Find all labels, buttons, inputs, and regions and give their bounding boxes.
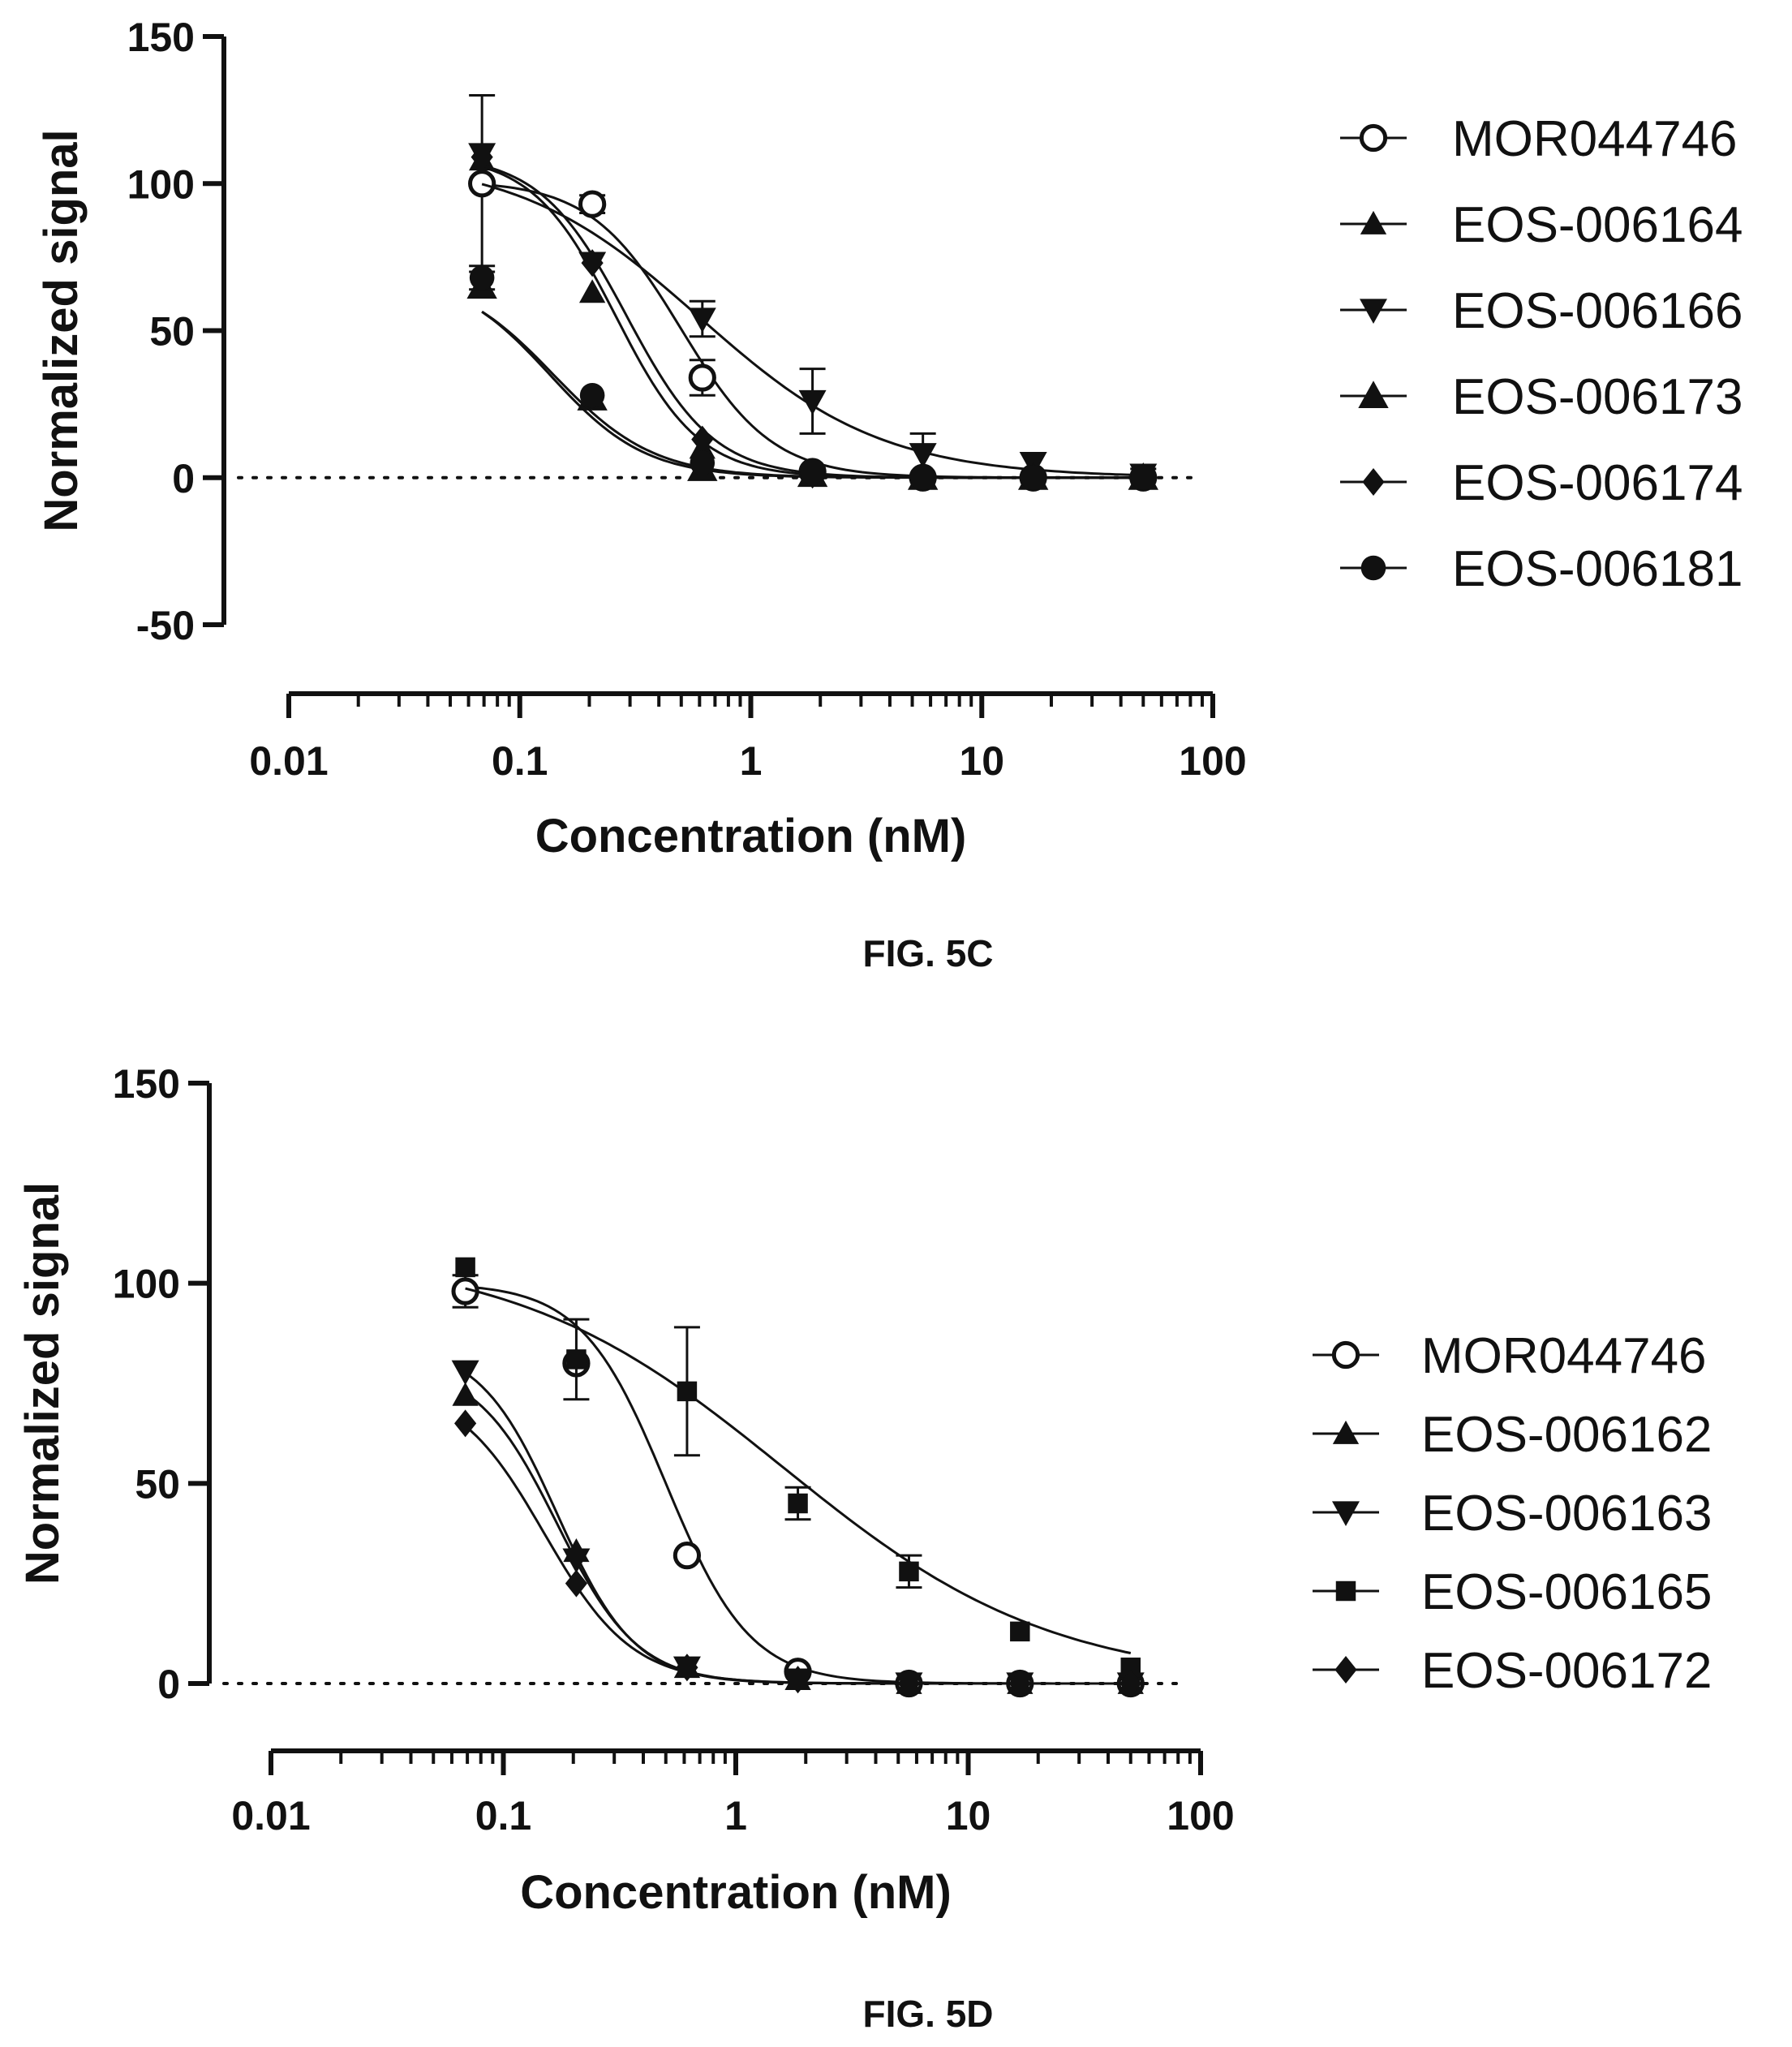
fig5c-legend-label: EOS-006181: [1452, 541, 1743, 597]
fig5d-legend-marker: [1335, 1580, 1356, 1602]
fig5c-legend-label: MOR044746: [1452, 111, 1738, 167]
fig5d-data-point: [788, 1493, 808, 1514]
fig5d-data-point: [786, 1666, 810, 1694]
fig5c-data-point: [578, 190, 607, 218]
fig5c-legend-marker: [1358, 381, 1389, 408]
fig5d-series-eos-006172: [454, 1409, 1142, 1697]
fig5c-data-point: [800, 459, 825, 484]
fig5c-legend-marker: [1360, 210, 1387, 234]
fig5d-x-tick-label: 0.1: [475, 1793, 532, 1838]
fig5d-data-point: [452, 1382, 479, 1406]
fig5c-series-eos-006181: [469, 264, 1156, 491]
fig5c-legend-label: EOS-006166: [1452, 283, 1743, 339]
fig5d-legend-marker: [1332, 1501, 1360, 1526]
fig5c-x-tick-label: 0.01: [249, 738, 328, 784]
fig5d-legend: MOR044746 EOS-006162 EOS-006163 EOS-006165 E…: [1313, 1328, 1712, 1699]
fig5d-legend-label: EOS-006163: [1421, 1486, 1712, 1542]
fig5c-legend-label: EOS-006174: [1452, 455, 1743, 511]
fig5d-series-eos-006163: [451, 1360, 1145, 1697]
fig5d-legend-marker: [1332, 1420, 1360, 1444]
fig5d-x-tick-label: 100: [1167, 1793, 1234, 1838]
fig5d-legend-label: MOR044746: [1421, 1328, 1707, 1384]
fig5d-series-mor044746: [451, 1274, 1145, 1698]
fig5c-legend-marker: [1362, 468, 1385, 496]
fig5c-data-point: [578, 279, 606, 303]
fig5d-legend-label: EOS-006162: [1421, 1407, 1712, 1463]
fig5d-data-point: [451, 1360, 479, 1386]
figure-5c-caption: FIG. 5C: [862, 932, 993, 974]
fig5c-data-point: [688, 307, 716, 333]
fig5c-legend-marker: [1359, 123, 1388, 153]
fig5c-series-eos-006174: [471, 143, 1154, 492]
fig5d-data-point: [1008, 1670, 1031, 1697]
fig5d-x-tick-label: 1: [724, 1793, 747, 1838]
fig5c-series-eos-006164: [468, 147, 1157, 488]
fig5d-y-axis-title: Normalized signal: [16, 1182, 69, 1585]
fig5d-data-point: [676, 1654, 698, 1682]
fig5d-data-point: [565, 1569, 588, 1598]
fig5d-fit-curve: [464, 1371, 1131, 1685]
fig5c-y-tick-label: 0: [172, 456, 195, 501]
fig5d-legend-label: EOS-006165: [1421, 1564, 1712, 1620]
fig5c-data-point: [909, 443, 937, 468]
fig5c-series-eos-006166: [468, 143, 1158, 489]
fig5c-y-tick-label: 50: [149, 309, 195, 355]
figure-5c-panel: FIG. 5C -50 0 50 100 150 Normalized signal 0.0…: [35, 15, 1743, 974]
fig5c-data-point: [910, 465, 935, 491]
fig5c-data-point: [581, 249, 604, 277]
fig5c-x-axis-title: Concentration (nM): [535, 810, 967, 862]
fig5c-legend-label: EOS-006173: [1452, 369, 1743, 425]
fig5d-data-point: [897, 1670, 921, 1697]
fig5d-legend-marker: [1331, 1340, 1360, 1370]
fig5c-legend-label: EOS-006164: [1452, 197, 1743, 253]
fig5c-y-axis-title: Normalized signal: [35, 129, 88, 531]
fig5d-data-point: [1010, 1621, 1030, 1642]
fig5d-data-point: [899, 1561, 919, 1582]
fig5d-legend-marker: [1334, 1656, 1357, 1684]
fig5c-data-point: [468, 170, 496, 198]
fig5d-fit-curve: [464, 1392, 1131, 1685]
fig5d-series-eos-006162: [452, 1382, 1144, 1694]
fig5d-data-point: [566, 1349, 587, 1370]
fig5d-x-tick-label: 0.01: [231, 1793, 310, 1838]
fig5c-legend-marker: [1360, 555, 1386, 581]
figure-5d-panel: FIG. 5D 0 50 100 150 Normalized signal 0.01 0.…: [16, 1061, 1712, 2035]
fig5d-data-point: [677, 1381, 698, 1402]
fig5d-data-point: [454, 1409, 477, 1438]
fig5c-x-tick-label: 0.1: [492, 738, 548, 784]
fig5c-data-point: [1021, 465, 1046, 491]
fig5c-x-tick-label: 1: [740, 738, 763, 784]
fig5c-legend: MOR044746 EOS-006164 EOS-006166 EOS-006173 E…: [1340, 111, 1743, 597]
fig5c-data-point: [471, 143, 493, 171]
fig5d-fit-curve: [465, 1287, 1132, 1654]
fig5d-data-point: [455, 1257, 475, 1278]
fig5d-data-point: [562, 1548, 591, 1574]
fig5c-data-point: [798, 389, 827, 415]
fig5d-x-tick-label: 10: [946, 1793, 991, 1838]
fig5d-y-tick-label: 150: [113, 1061, 180, 1107]
fig5c-data-point: [690, 450, 716, 475]
fig5c-data-point: [688, 363, 716, 392]
fig5d-y-tick-label: 100: [113, 1262, 180, 1307]
fig5c-y-tick-label: 100: [127, 161, 195, 207]
fig5c-y-tick-label: -50: [136, 603, 195, 648]
fig5c-data-point: [691, 425, 714, 454]
fig5c-y-tick-label: 150: [127, 15, 195, 60]
fig5d-y-tick-label: 0: [157, 1662, 180, 1707]
fig5d-series-eos-006165: [455, 1257, 1141, 1678]
fig5c-legend-marker: [1360, 299, 1387, 324]
fig5c-x-tick-label: 100: [1179, 738, 1246, 784]
fig5c-data-point: [1130, 465, 1156, 491]
fig5d-y-tick-label: 50: [135, 1461, 180, 1507]
fig5d-fit-curve: [464, 1425, 1131, 1685]
fig5c-data-point: [579, 382, 605, 408]
fig5d-x-axis-title: Concentration (nM): [520, 1866, 952, 1919]
fig5c-data-point: [469, 264, 495, 290]
fig5d-legend-label: EOS-006172: [1421, 1643, 1712, 1699]
fig5d-data-point: [673, 1542, 702, 1570]
fig5d-data-point: [1119, 1670, 1142, 1697]
fig5c-x-tick-label: 10: [959, 738, 1004, 784]
figure-5d-caption: FIG. 5D: [862, 1993, 993, 2035]
